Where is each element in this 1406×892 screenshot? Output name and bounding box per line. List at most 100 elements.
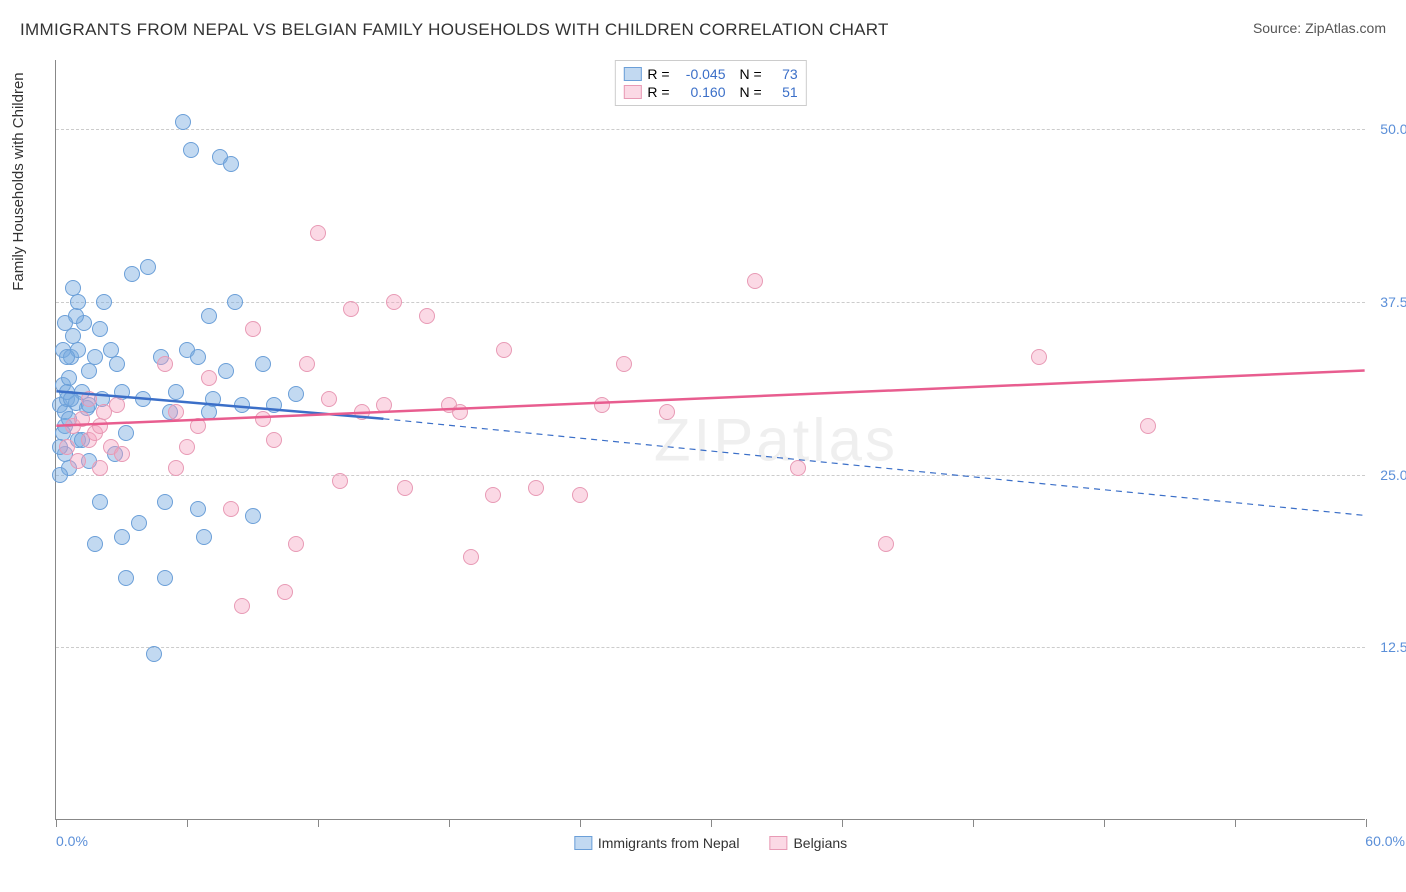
data-point-belgians [496, 342, 512, 358]
data-point-nepal [288, 386, 304, 402]
data-point-nepal [140, 259, 156, 275]
data-point-belgians [659, 404, 675, 420]
grid-line [56, 302, 1365, 303]
data-point-belgians [572, 487, 588, 503]
grid-line [56, 647, 1365, 648]
data-point-belgians [157, 356, 173, 372]
data-point-nepal [92, 494, 108, 510]
data-point-nepal [266, 397, 282, 413]
legend-series-label: Immigrants from Nepal [598, 835, 740, 851]
data-point-belgians [463, 549, 479, 565]
legend-series-label: Belgians [793, 835, 847, 851]
data-point-nepal [118, 570, 134, 586]
data-point-belgians [528, 480, 544, 496]
data-point-nepal [223, 156, 239, 172]
data-point-nepal [87, 349, 103, 365]
y-tick-label: 37.5% [1370, 294, 1406, 310]
data-point-belgians [452, 404, 468, 420]
data-point-nepal [118, 425, 134, 441]
x-tick [1235, 819, 1236, 827]
data-point-belgians [234, 598, 250, 614]
y-tick-label: 50.0% [1370, 121, 1406, 137]
data-point-belgians [74, 411, 90, 427]
swatch-icon [574, 836, 592, 850]
series-legend: Immigrants from Nepal Belgians [574, 835, 847, 851]
data-point-belgians [397, 480, 413, 496]
data-point-nepal [205, 391, 221, 407]
data-point-belgians [1140, 418, 1156, 434]
data-point-belgians [179, 439, 195, 455]
data-point-nepal [96, 294, 112, 310]
x-tick [1366, 819, 1367, 827]
data-point-belgians [190, 418, 206, 434]
data-point-belgians [92, 460, 108, 476]
data-point-belgians [168, 404, 184, 420]
data-point-nepal [52, 467, 68, 483]
legend-row-nepal: R = -0.045 N = 73 [623, 65, 797, 83]
data-point-nepal [227, 294, 243, 310]
data-point-belgians [878, 536, 894, 552]
data-point-nepal [114, 529, 130, 545]
legend-row-belgians: R =0.160N =51 [623, 83, 797, 101]
legend-n-label: N = [740, 66, 762, 82]
data-point-belgians [386, 294, 402, 310]
data-point-nepal [59, 349, 75, 365]
data-point-nepal [157, 494, 173, 510]
data-point-belgians [310, 225, 326, 241]
data-point-belgians [81, 391, 97, 407]
data-point-nepal [157, 570, 173, 586]
data-point-nepal [168, 384, 184, 400]
x-tick [580, 819, 581, 827]
x-tick [187, 819, 188, 827]
data-point-nepal [190, 501, 206, 517]
legend-r-value: -0.045 [676, 66, 726, 82]
data-point-belgians [109, 397, 125, 413]
data-point-nepal [175, 114, 191, 130]
data-point-belgians [168, 460, 184, 476]
data-point-belgians [343, 301, 359, 317]
x-tick [1104, 819, 1105, 827]
data-point-belgians [485, 487, 501, 503]
data-point-belgians [201, 370, 217, 386]
data-point-nepal [81, 363, 97, 379]
legend-n-value: 51 [768, 84, 798, 100]
data-point-nepal [109, 356, 125, 372]
legend-r-label: R = [647, 66, 669, 82]
source-label: Source: ZipAtlas.com [1253, 20, 1386, 36]
data-point-belgians [616, 356, 632, 372]
swatch-icon [623, 67, 641, 81]
data-point-belgians [277, 584, 293, 600]
data-point-belgians [70, 453, 86, 469]
data-point-belgians [790, 460, 806, 476]
data-point-belgians [376, 397, 392, 413]
data-point-nepal [124, 266, 140, 282]
data-point-belgians [255, 411, 271, 427]
watermark: ZIPatlas [654, 405, 898, 474]
x-axis-min-label: 0.0% [56, 833, 88, 849]
data-point-nepal [183, 142, 199, 158]
data-point-belgians [114, 446, 130, 462]
data-point-nepal [218, 363, 234, 379]
data-point-nepal [92, 321, 108, 337]
data-point-nepal [234, 397, 250, 413]
legend-n-value: 73 [768, 66, 798, 82]
data-point-nepal [135, 391, 151, 407]
data-point-nepal [190, 349, 206, 365]
legend-r-value: 0.160 [676, 84, 726, 100]
chart-title: IMMIGRANTS FROM NEPAL VS BELGIAN FAMILY … [20, 20, 889, 40]
data-point-belgians [266, 432, 282, 448]
grid-line [56, 475, 1365, 476]
grid-line [56, 129, 1365, 130]
data-point-belgians [299, 356, 315, 372]
data-point-belgians [1031, 349, 1047, 365]
data-point-nepal [63, 391, 79, 407]
swatch-icon [623, 85, 641, 99]
legend-n-label: N = [740, 84, 762, 100]
legend-bottom-item: Belgians [769, 835, 847, 851]
data-point-belgians [332, 473, 348, 489]
data-point-belgians [321, 391, 337, 407]
data-point-nepal [87, 536, 103, 552]
data-point-nepal [245, 508, 261, 524]
legend-bottom-item: Immigrants from Nepal [574, 835, 740, 851]
data-point-nepal [146, 646, 162, 662]
